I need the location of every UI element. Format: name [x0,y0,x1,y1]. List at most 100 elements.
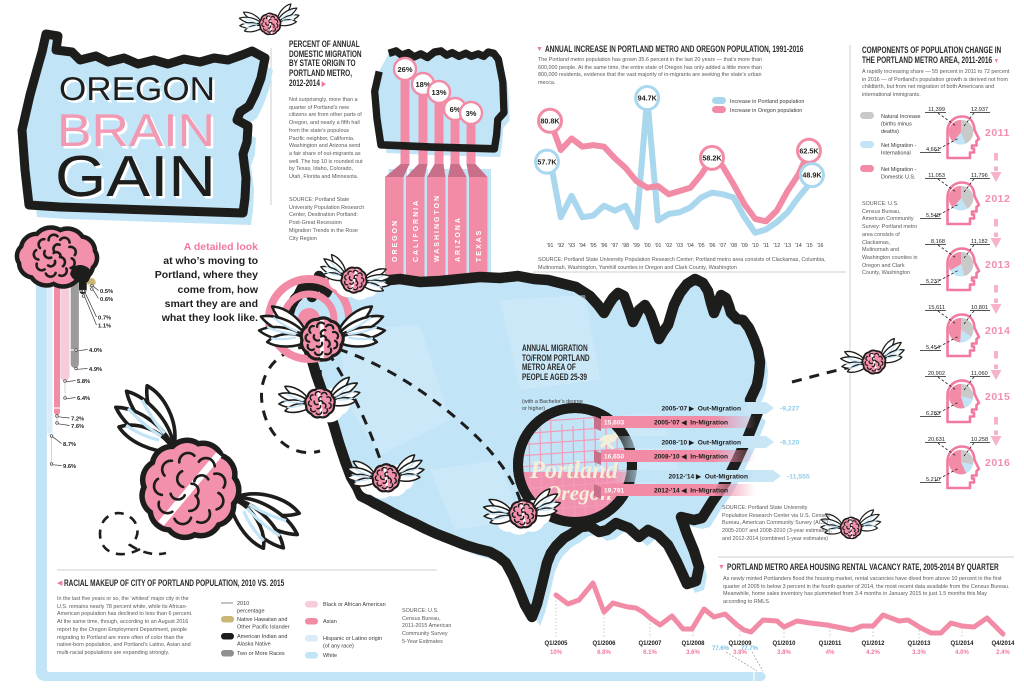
svg-text:94.7K: 94.7K [638,94,658,103]
svg-text:Black or African American: Black or African American [323,602,386,608]
svg-text:Q1/2005: Q1/2005 [544,641,568,647]
svg-text:Two or More Races: Two or More Races [237,651,285,657]
svg-text:5,210: 5,210 [926,477,940,483]
svg-text:Q1/2012: Q1/2012 [861,641,885,647]
svg-text:2016: 2016 [985,457,1010,469]
svg-text:62.5K: 62.5K [799,146,819,155]
svg-text:Increase in Portland populatio: Increase in Portland population [730,99,804,105]
svg-text:ARIZONA: ARIZONA [455,216,462,262]
svg-text:Net Migration -: Net Migration - [881,167,917,173]
svg-text:Q1/2006: Q1/2006 [592,641,616,647]
svg-text:5,454: 5,454 [926,345,940,351]
svg-text:'02: '02 [665,243,672,249]
svg-text:2005-'07 ◀ In-Migration: 2005-'07 ◀ In-Migration [654,419,728,426]
svg-text:-11,555: -11,555 [787,473,810,480]
svg-text:7.6%: 7.6% [71,424,84,430]
svg-text:Natural Increase: Natural Increase [881,114,921,120]
svg-text:0.6%: 0.6% [100,297,113,303]
svg-text:10%: 10% [550,650,563,656]
svg-text:Increase in Oregon population: Increase in Oregon population [730,108,802,114]
svg-text:58.2K: 58.2K [702,153,722,162]
svg-text:10,801: 10,801 [971,305,988,311]
svg-text:80.8K: 80.8K [540,116,560,125]
svg-text:percentage: percentage [237,608,265,614]
svg-text:11,053: 11,053 [928,173,945,179]
svg-text:'16: '16 [817,243,824,249]
svg-text:International: International [881,151,911,157]
svg-text:3.8%: 3.8% [733,650,747,656]
svg-text:Q1/2014: Q1/2014 [950,641,974,647]
svg-text:4.0%: 4.0% [89,348,102,354]
svg-text:Q1/2011: Q1/2011 [819,641,842,647]
svg-text:Asian: Asian [323,619,337,625]
svg-text:10,258: 10,258 [971,437,988,443]
svg-text:White: White [323,653,337,659]
svg-text:American Indian and: American Indian and [237,634,287,640]
svg-text:Net Migration -: Net Migration - [881,143,917,149]
svg-text:'92: '92 [557,243,564,249]
svg-text:6.1%: 6.1% [643,650,657,656]
svg-text:4.2%: 4.2% [866,650,880,656]
svg-text:OREGON: OREGON [392,219,399,262]
svg-text:15,603: 15,603 [604,419,625,426]
svg-text:5.8%: 5.8% [77,379,90,385]
svg-text:2012: 2012 [985,193,1010,205]
svg-text:11,182: 11,182 [971,239,988,245]
svg-text:2.4%: 2.4% [996,650,1010,656]
svg-text:3%: 3% [466,109,477,118]
svg-text:'01: '01 [655,243,662,249]
svg-text:Q1/2013: Q1/2013 [907,641,931,647]
svg-text:2012-'14 ◀ In-Migration: 2012-'14 ◀ In-Migration [654,487,728,494]
svg-text:2005-'07 ▶ Out-Migration: 2005-'07 ▶ Out-Migration [661,405,741,412]
svg-text:4%: 4% [826,650,835,656]
svg-text:TEXAS: TEXAS [476,229,483,262]
svg-text:6.4%: 6.4% [77,396,90,402]
svg-text:4,661: 4,661 [926,147,940,153]
svg-text:18%: 18% [415,80,430,89]
svg-text:8.7%: 8.7% [63,442,76,448]
svg-text:Q4/2014: Q4/2014 [991,641,1015,647]
svg-text:2015: 2015 [985,391,1010,403]
svg-text:GAIN: GAIN [55,144,216,209]
svg-text:13%: 13% [431,88,446,97]
svg-text:9.6%: 9.6% [63,464,76,470]
svg-text:'93: '93 [568,243,575,249]
svg-text:'03: '03 [676,243,683,249]
svg-text:20,902: 20,902 [928,371,945,377]
svg-text:77.6%: 77.6% [712,646,730,652]
svg-text:'96: '96 [601,243,608,249]
svg-text:'09: '09 [741,243,748,249]
svg-text:6.8%: 6.8% [597,650,611,656]
svg-text:3.8%: 3.8% [777,650,791,656]
svg-text:'05: '05 [698,243,705,249]
svg-text:5,548: 5,548 [926,213,940,219]
svg-text:15,611: 15,611 [928,305,945,311]
svg-text:'15: '15 [806,243,813,249]
svg-text:11,060: 11,060 [971,371,988,377]
svg-text:2008-'10 ▶ Out-Migration: 2008-'10 ▶ Out-Migration [661,439,741,446]
svg-text:Native Hawaiian and: Native Hawaiian and [237,617,287,623]
svg-text:2008-'10 ◀ In-Migration: 2008-'10 ◀ In-Migration [654,453,728,460]
svg-text:5,237: 5,237 [926,279,940,285]
svg-text:8,168: 8,168 [931,239,945,245]
svg-text:4.0%: 4.0% [955,650,969,656]
svg-text:'04: '04 [687,243,694,249]
svg-text:(of any race): (of any race) [323,643,354,649]
svg-text:57.7K: 57.7K [537,157,557,166]
svg-text:-9,227: -9,227 [780,405,799,412]
svg-text:7.2%: 7.2% [71,417,84,423]
svg-text:deaths): deaths) [881,129,899,135]
svg-text:3.6%: 3.6% [686,650,700,656]
svg-text:2011: 2011 [985,127,1010,139]
svg-text:'12: '12 [773,243,780,249]
svg-text:Other Pacific Islander: Other Pacific Islander [237,624,290,630]
svg-text:Domestic U.S.: Domestic U.S. [881,175,915,181]
svg-text:11,796: 11,796 [971,173,988,179]
svg-text:Q1/2010: Q1/2010 [772,641,796,647]
svg-text:CALIFORNIA: CALIFORNIA [413,199,420,262]
svg-text:12,937: 12,937 [971,107,988,113]
svg-text:48.9K: 48.9K [802,171,822,180]
svg-text:0.7%: 0.7% [98,316,111,322]
svg-text:'00: '00 [644,243,651,249]
svg-text:'06: '06 [709,243,716,249]
